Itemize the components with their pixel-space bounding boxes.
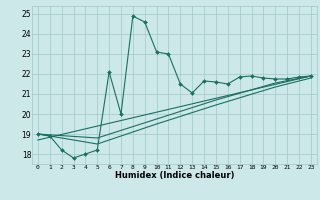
X-axis label: Humidex (Indice chaleur): Humidex (Indice chaleur): [115, 171, 234, 180]
